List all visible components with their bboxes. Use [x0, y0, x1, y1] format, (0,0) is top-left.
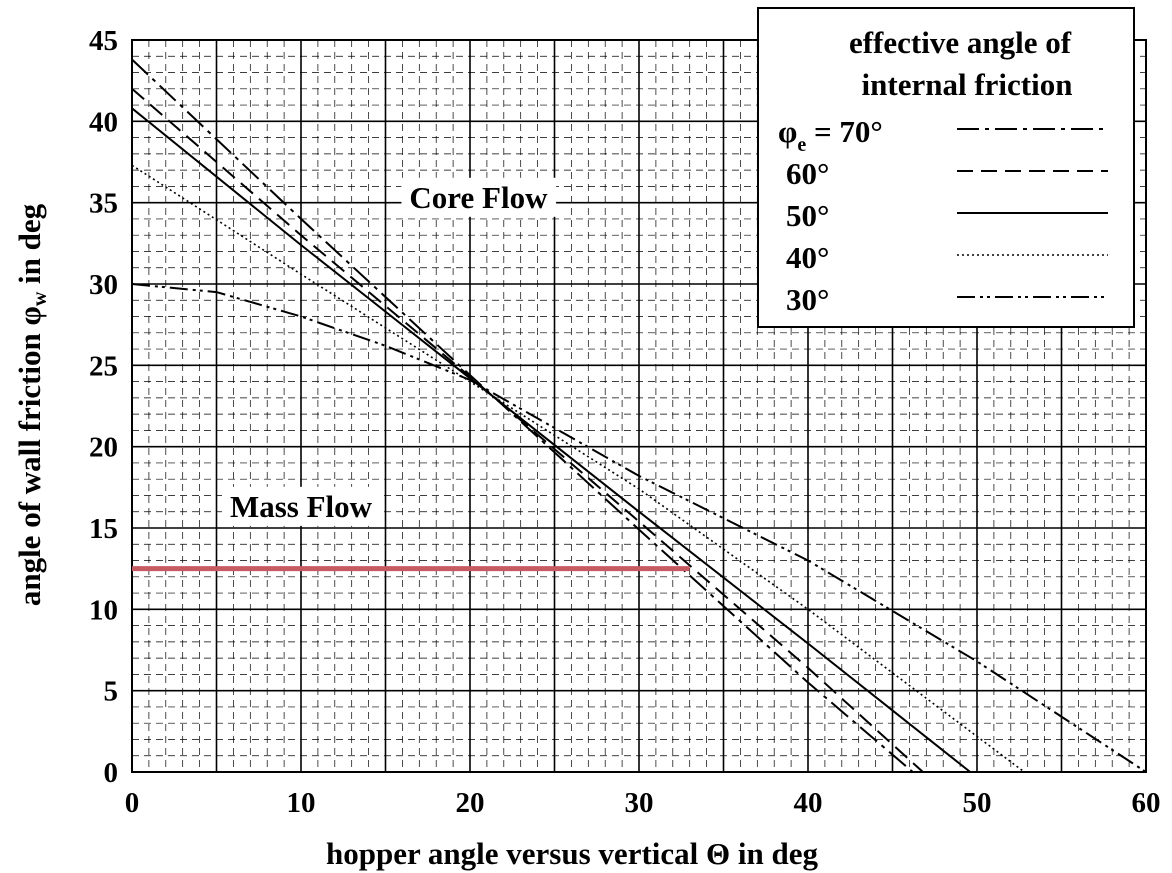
series-line-40	[131, 164, 1025, 773]
y-tick-label: 20	[89, 432, 118, 464]
y-tick-label: 10	[89, 594, 118, 626]
y-tick-label: 15	[89, 513, 118, 545]
series-line-60	[131, 88, 924, 773]
legend-label-40: 40°	[786, 240, 829, 275]
x-tick-label: 10	[287, 787, 316, 819]
legend-label-30: 30°	[786, 282, 829, 317]
legend-phi-sub: e	[797, 134, 806, 156]
series-line-30	[131, 283, 1147, 773]
region-mass-flow: Mass Flow	[221, 486, 381, 526]
region-core-flow: Core Flow	[401, 177, 557, 217]
plot-frame	[131, 39, 1147, 773]
legend-box	[757, 7, 1135, 328]
x-tick-label: 20	[456, 787, 485, 819]
y-tick-label: 30	[89, 269, 118, 301]
regions: Core Flow Mass Flow	[221, 177, 557, 526]
series-line-50	[131, 107, 971, 773]
y-tick-label: 5	[104, 676, 119, 708]
y-tick-label: 40	[89, 106, 118, 138]
legend-label-70: φe = 70°	[778, 114, 883, 156]
legend-70-value: = 70°	[806, 114, 883, 149]
y-tick-label: 35	[89, 188, 118, 220]
x-tick-label: 40	[794, 787, 823, 819]
legend-label-60: 60°	[786, 156, 829, 191]
y-label-symbol: φ	[12, 306, 47, 325]
y-axis-label: angle of wall friction φw in deg	[12, 203, 51, 606]
y-tick-label: 25	[89, 350, 118, 382]
x-tick-label: 30	[625, 787, 654, 819]
legend-title-line2: internal friction	[862, 67, 1073, 102]
x-tick-label: 50	[963, 787, 992, 819]
region-label: Core Flow	[409, 180, 548, 215]
region-label-bg	[221, 486, 381, 526]
legend: effective angle of internal friction φe …	[757, 7, 1135, 328]
legend-label-50: 50°	[786, 198, 829, 233]
legend-phi: φ	[778, 114, 797, 149]
y-label-pre: angle of wall friction	[12, 325, 47, 606]
legend-samples	[957, 128, 1108, 298]
tick-labels: 0 10 20 30 40 50 60 0 5 10 15 20 25 30 35 40 45	[89, 25, 1161, 819]
y-tick-label: 0	[104, 757, 119, 789]
x-tick-label: 0	[125, 787, 140, 819]
legend-title-line1: effective angle of	[849, 25, 1072, 60]
y-label-post: in deg	[12, 203, 47, 291]
series-line-70	[131, 58, 914, 773]
plot-border	[131, 39, 1147, 773]
region-label: Mass Flow	[230, 489, 373, 524]
region-label-bg	[401, 177, 557, 217]
y-label-sub: w	[29, 291, 51, 306]
y-tick-label: 45	[89, 25, 118, 57]
series-layer	[131, 58, 1147, 773]
x-tick-label: 60	[1132, 787, 1161, 819]
x-axis-label: hopper angle versus vertical Θ in deg	[326, 836, 818, 871]
